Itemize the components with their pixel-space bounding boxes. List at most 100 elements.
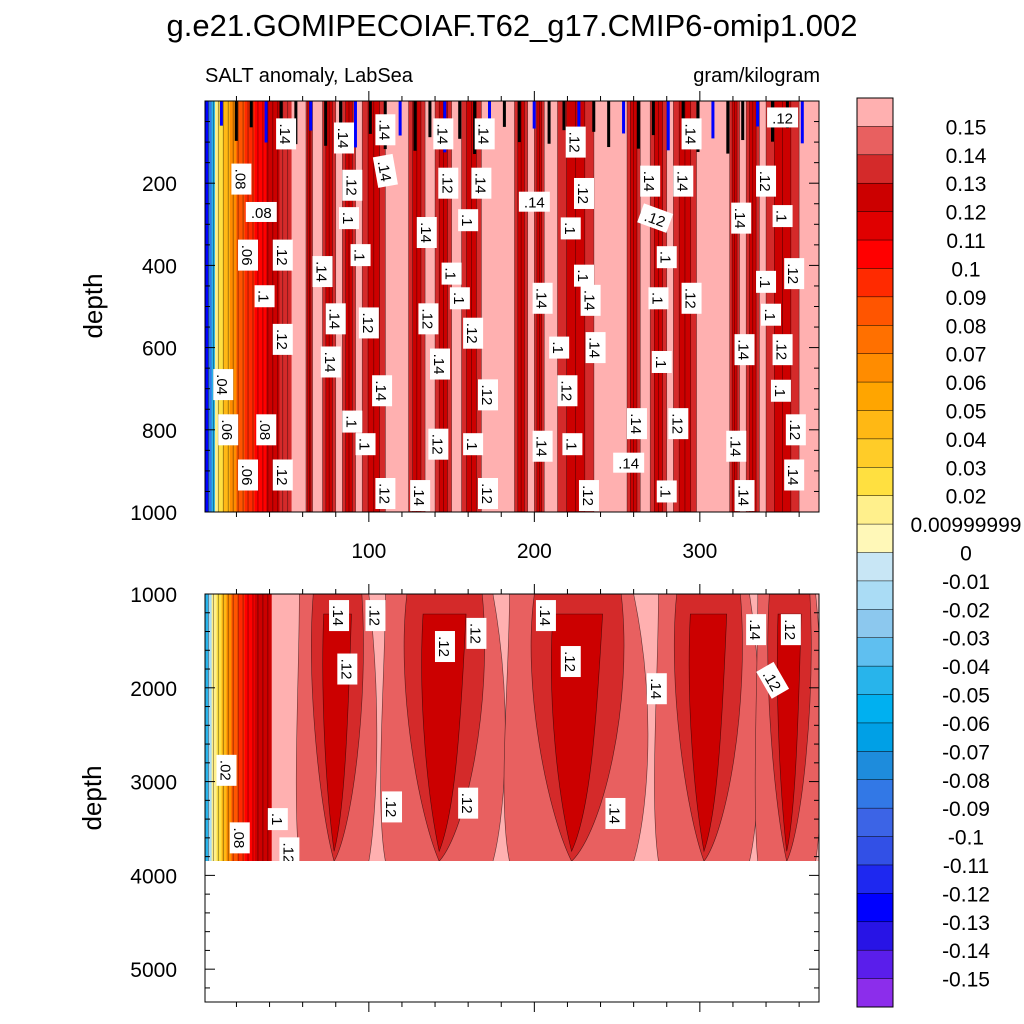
colorbar-level-label: -0.14 [942, 940, 990, 963]
colorbar-swatch [857, 694, 893, 724]
upper-contour-label: .04 [213, 369, 234, 401]
colorbar-swatch [857, 240, 893, 269]
lower-contour-label-text: .14 [746, 619, 763, 640]
upper-contour-label: .1 [573, 264, 594, 287]
lower-contour-label-text: .12 [561, 651, 578, 672]
upper-contour-label: .14 [532, 282, 553, 314]
lower-contour-label: .14 [329, 600, 350, 632]
colorbar-swatch [857, 666, 893, 695]
upper-surface-spike [547, 101, 551, 144]
lower-contour-label-box [746, 614, 767, 646]
colorbar-level-label: 0.11 [946, 230, 985, 253]
lower-contour-label: .14 [746, 614, 767, 646]
upper-contour-label: .14 [372, 153, 398, 188]
upper-contour-label-text: .14 [417, 222, 434, 243]
upper-contour-label-box [463, 433, 484, 456]
upper-contour-label-text: .14 [276, 123, 293, 144]
upper-contour-label: .14 [640, 165, 661, 197]
upper-contour-label-box [478, 478, 499, 510]
colorbar-swatch [857, 495, 893, 525]
upper-contour-label: .1 [562, 433, 583, 456]
colorbar-swatch [857, 978, 893, 1008]
lower-contour-label-box [382, 791, 403, 823]
upper-ylabel: depth [78, 273, 108, 338]
upper-contour-label-box [573, 177, 594, 209]
upper-contour-label-box [772, 205, 793, 228]
upper-contour-label-box [213, 369, 234, 401]
figure-title: g.e21.GOMIPECOIAF.T62_g17.CMIP6-omip1.00… [167, 8, 858, 43]
upper-contour-label-text: .1 [351, 249, 368, 262]
lower-edge-band [238, 594, 246, 861]
colorbar-swatch [857, 552, 893, 582]
colorbar-level-label: -0.13 [942, 912, 990, 935]
colorbar-level-label: 0.13 [946, 173, 987, 196]
lower-contour-label-box [329, 600, 350, 632]
upper-contour-label-box [272, 459, 293, 491]
upper-contour-label: .12 [668, 408, 689, 440]
upper-contour-label-text: .1 [761, 308, 778, 321]
upper-surface-spike [428, 101, 432, 138]
upper-contour-label: .1 [560, 217, 581, 240]
lower-contour-label-text: .12 [781, 619, 798, 640]
colorbar-swatch [857, 126, 893, 156]
upper-surface-spike [413, 101, 417, 151]
upper-contour-label-box [433, 118, 454, 150]
upper-contour-label-box [770, 379, 791, 402]
upper-contour-label-box [355, 433, 376, 456]
lower-contour-label-text: .12 [435, 636, 452, 657]
upper-contour-label-text: .14 [410, 485, 427, 506]
upper-contour-label-box [772, 334, 793, 366]
upper-contour-label: .06 [238, 239, 259, 271]
upper-surface-spike [726, 101, 730, 154]
lower-edge-band [231, 594, 239, 861]
upper-contour-label: .14 [585, 332, 606, 364]
lower-contour-label-box [216, 754, 237, 786]
upper-contour-label: .14 [784, 459, 805, 491]
upper-surface-spike [264, 101, 268, 143]
lower-contour-label-text: .12 [466, 623, 483, 644]
upper-contour-label: .12 [767, 107, 799, 128]
lower-contour-label: .12 [434, 631, 455, 663]
upper-contour-label: .08 [256, 414, 277, 446]
upper-contour-label-text: .1 [574, 269, 591, 282]
upper-contour-label-box [438, 167, 459, 199]
upper-contour-label-box [785, 414, 806, 446]
lower-contour-label: .12 [382, 791, 403, 823]
upper-contour-label-text: .12 [668, 413, 685, 434]
upper-contour-label: .12 [756, 165, 777, 197]
upper-surface-spike [562, 101, 566, 131]
upper-contour-label: .12 [272, 459, 293, 491]
upper-contour-label-text: .06 [218, 419, 235, 440]
upper-contour-label: .14 [471, 167, 492, 199]
upper-contour-label-box [358, 307, 379, 339]
colorbar-swatch [857, 950, 893, 979]
upper-surface-spike [622, 101, 626, 134]
upper-contour-label: .12 [785, 414, 806, 446]
upper-contour-label: .12 [438, 167, 459, 199]
upper-contour-label-text: .12 [642, 208, 667, 231]
upper-contour-label-box [338, 207, 359, 230]
upper-contour-label: .12 [681, 282, 702, 314]
upper-contour-label: .12 [418, 303, 439, 335]
upper-contour-label: .12 [772, 334, 793, 366]
lower-plume-core [688, 613, 728, 853]
colorbar-level-label: -0.06 [942, 713, 990, 736]
lower-contour-label-text: .14 [647, 678, 664, 699]
upper-contour-label: .1 [648, 287, 669, 310]
colorbar-level-label: -0.04 [942, 656, 990, 679]
upper-surface-spike [741, 101, 745, 141]
lower-contour-label-box [279, 837, 300, 861]
upper-edge-band [279, 101, 292, 512]
upper-contour-label: .08 [245, 201, 277, 222]
upper-contour-label-box [681, 118, 702, 150]
upper-contour-label-box [756, 270, 777, 293]
upper-surface-spike [324, 101, 328, 146]
lower-contour-label-box [605, 797, 626, 829]
upper-contour-label-box [734, 334, 755, 366]
upper-contour-label-text: .12 [682, 288, 699, 309]
upper-contour-label-box [342, 169, 363, 201]
upper-contour-label-box [651, 350, 672, 373]
lower-contour-label-text: .12 [337, 659, 354, 680]
upper-contour-label-text: .1 [442, 267, 459, 280]
upper-contour-label-text: .14 [735, 485, 752, 506]
